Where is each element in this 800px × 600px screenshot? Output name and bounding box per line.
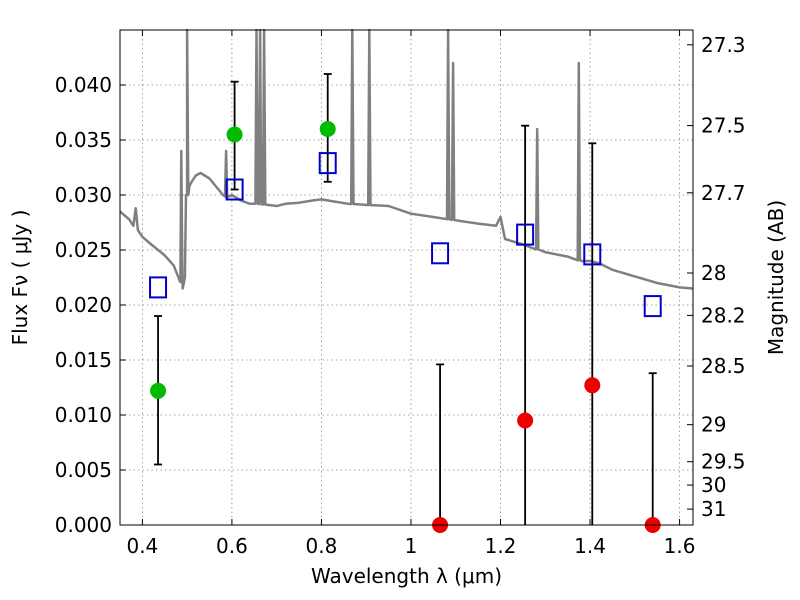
upper-limit-point-1 <box>517 412 534 429</box>
model-photometry-square-0 <box>149 276 168 299</box>
x-tick-label-0: 0.4 <box>126 534 158 558</box>
magnitude-axis-title: Magnitude (AB) <box>764 200 788 355</box>
model-photometry-square-1 <box>225 178 244 201</box>
magnitude-tick-label-3: 28 <box>701 261 726 285</box>
y-tick-label-5: 0.025 <box>55 238 112 262</box>
magnitude-tick-label-0: 27.3 <box>701 33 746 57</box>
grid-lines <box>120 30 693 526</box>
detection-point-2 <box>319 121 336 137</box>
y-tick-label-3: 0.015 <box>55 348 112 372</box>
y-tick-label-8: 0.040 <box>55 73 112 97</box>
upper-limit-point-2 <box>584 377 601 394</box>
y-tick-label-1: 0.005 <box>55 458 112 482</box>
model-photometry-square-3 <box>431 242 450 265</box>
magnitude-tick-label-1: 27.5 <box>701 114 746 138</box>
model-spectrum-layer <box>119 28 694 290</box>
detection-point-1 <box>226 126 243 143</box>
x-tick-label-4: 1.2 <box>485 534 517 558</box>
magnitude-tick-label-8: 30 <box>701 473 726 497</box>
x-tick-label-3: 1 <box>405 534 418 558</box>
magnitude-tick-label-5: 28.5 <box>701 354 746 378</box>
x-tick-label-2: 0.8 <box>306 534 338 558</box>
y-axis-title: Flux Fν ( μJy ) <box>8 210 32 346</box>
y-tick-label-0: 0.000 <box>55 513 112 537</box>
axis-ticks-layer: 0.4 0.6 0.8 1 1.2 1.4 1.6 0.000 0.005 0.010 0.015 0… <box>55 30 746 558</box>
y-tick-label-4: 0.020 <box>55 293 112 317</box>
x-tick-label-1: 0.6 <box>216 534 248 558</box>
magnitude-tick-label-4: 28.2 <box>701 303 746 327</box>
model-photometry-square-5 <box>583 243 602 266</box>
detection-point-0 <box>150 382 167 399</box>
x-axis-title: Wavelength λ (μm) <box>311 564 502 588</box>
photometry-points-layer <box>149 121 662 533</box>
magnitude-tick-label-9: 31 <box>701 497 726 521</box>
model-spectrum-line <box>119 28 694 290</box>
magnitude-tick-label-2: 27.7 <box>701 181 746 205</box>
plot-frame <box>119 29 694 526</box>
magnitude-tick-label-7: 29.5 <box>701 450 746 474</box>
model-photometry-square-6 <box>643 295 662 318</box>
errorbar-layer <box>154 73 657 525</box>
model-photometry-square-4 <box>516 223 535 246</box>
y-tick-label-2: 0.010 <box>55 403 112 427</box>
model-photometry-square-2 <box>318 152 337 175</box>
x-tick-label-6: 1.6 <box>664 534 696 558</box>
y-tick-label-6: 0.030 <box>55 183 112 207</box>
x-tick-label-5: 1.4 <box>574 534 606 558</box>
magnitude-tick-label-6: 29 <box>701 413 726 437</box>
y-tick-label-7: 0.035 <box>55 128 112 152</box>
